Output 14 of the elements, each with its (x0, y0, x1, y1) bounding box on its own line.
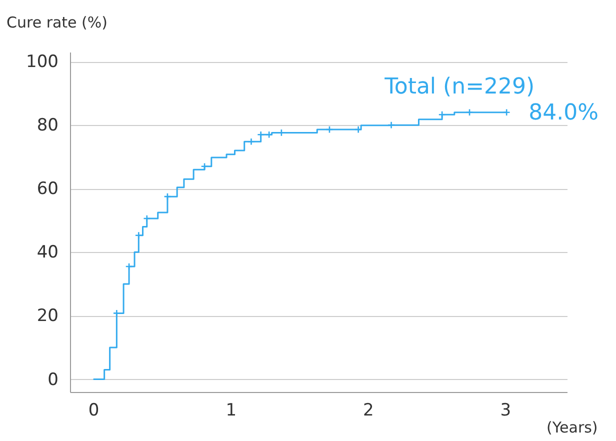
y-tick-label: 80 (36, 116, 58, 136)
y-tick-label: 0 (48, 370, 58, 390)
x-axis-title: (Years) (546, 418, 598, 436)
y-tick-label: 40 (36, 242, 58, 263)
x-tick-label: 2 (363, 400, 374, 420)
y-axis-title: Cure rate (%) (6, 14, 108, 32)
y-tick-label: 100 (26, 52, 58, 72)
x-tick-label: 3 (500, 400, 512, 420)
y-tick-label: 60 (36, 179, 58, 200)
x-tick-label: 0 (88, 400, 100, 420)
y-tick-label: 20 (36, 306, 58, 326)
series-label: Total (n=229) (384, 74, 535, 100)
annotation: 84.0% (528, 100, 598, 126)
x-tick-label: 1 (226, 400, 237, 420)
